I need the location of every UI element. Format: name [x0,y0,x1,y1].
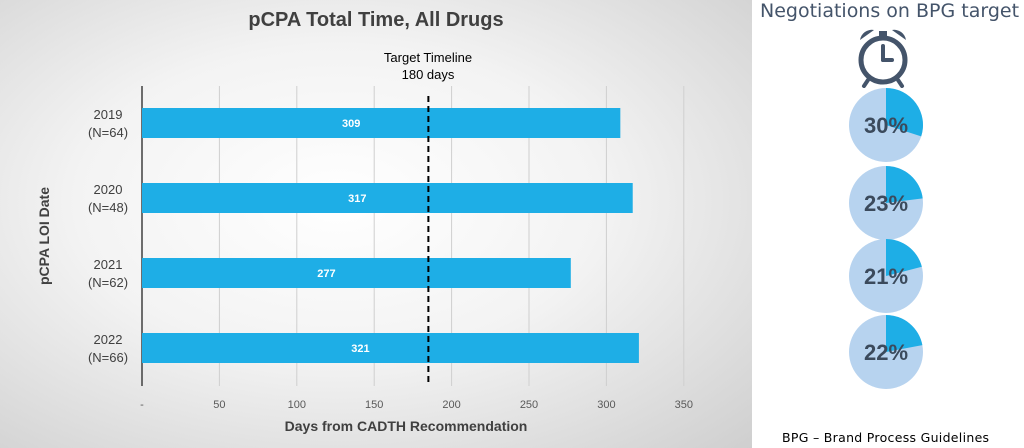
x-tick-label: 100 [288,399,306,411]
bar-chart: pCPA Total Time, All Drugs - 50 100 150 200 25… [36,9,693,434]
x-tick-label: 150 [365,399,383,411]
category-label-n: (N=64) [88,125,128,140]
pie-slice [886,315,923,352]
pie-chart [849,239,923,313]
x-tick-label: 300 [597,399,615,411]
target-label: Target Timeline [384,50,472,65]
pie-percent-label: 22% [863,340,909,365]
chart-panel: pCPA Total Time, All Drugs - 50 100 150 200 25… [0,0,752,448]
x-tick-label: 350 [675,399,693,411]
bar-value-label: 321 [351,343,369,355]
pie-percent-label: 30% [863,113,909,138]
category-label-year: 2020 [94,182,123,197]
bar-value-label: 309 [342,118,360,130]
bar [142,258,571,288]
x-tick-label: - [140,399,144,411]
footer-note: BPG – Brand Process Guidelines [782,430,990,445]
pie-slice [886,239,922,276]
pie-slice [886,88,923,137]
bar [142,333,639,363]
bars [142,108,639,363]
bar [142,183,633,213]
alarm-clock-icon [858,29,908,88]
category-label-n: (N=62) [88,275,128,290]
pie-chart [849,315,923,389]
category-label-n: (N=66) [88,350,128,365]
bar-value-label: 317 [348,193,366,205]
side-panel: Negotiations on BPG target 30% 23% 21% 22% … [752,0,1024,448]
category-label-year: 2021 [94,257,123,272]
category-label-n: (N=48) [88,200,128,215]
y-axis-title: pCPA LOI Date [36,187,52,285]
pie-percent-label: 23% [863,191,909,216]
side-title: Negotiations on BPG target [760,0,1020,22]
category-label-year: 2019 [94,107,123,122]
labels: pCPA Total Time, All Drugs - 50 100 150 200 25… [36,9,693,434]
pie-percent-label: 21% [863,264,909,289]
chart-title: pCPA Total Time, All Drugs [248,9,503,31]
x-axis-title: Days from CADTH Recommendation [285,418,528,434]
category-label-year: 2022 [94,332,123,347]
x-tick-label: 200 [442,399,460,411]
pie-chart [849,166,923,240]
x-tick-label: 250 [520,399,538,411]
x-tick-label: 50 [213,399,225,411]
target-sublabel: 180 days [402,67,455,82]
bar-value-label: 277 [317,268,335,280]
pie-chart [849,88,923,162]
pie-slice [886,166,923,203]
bar [142,108,621,138]
